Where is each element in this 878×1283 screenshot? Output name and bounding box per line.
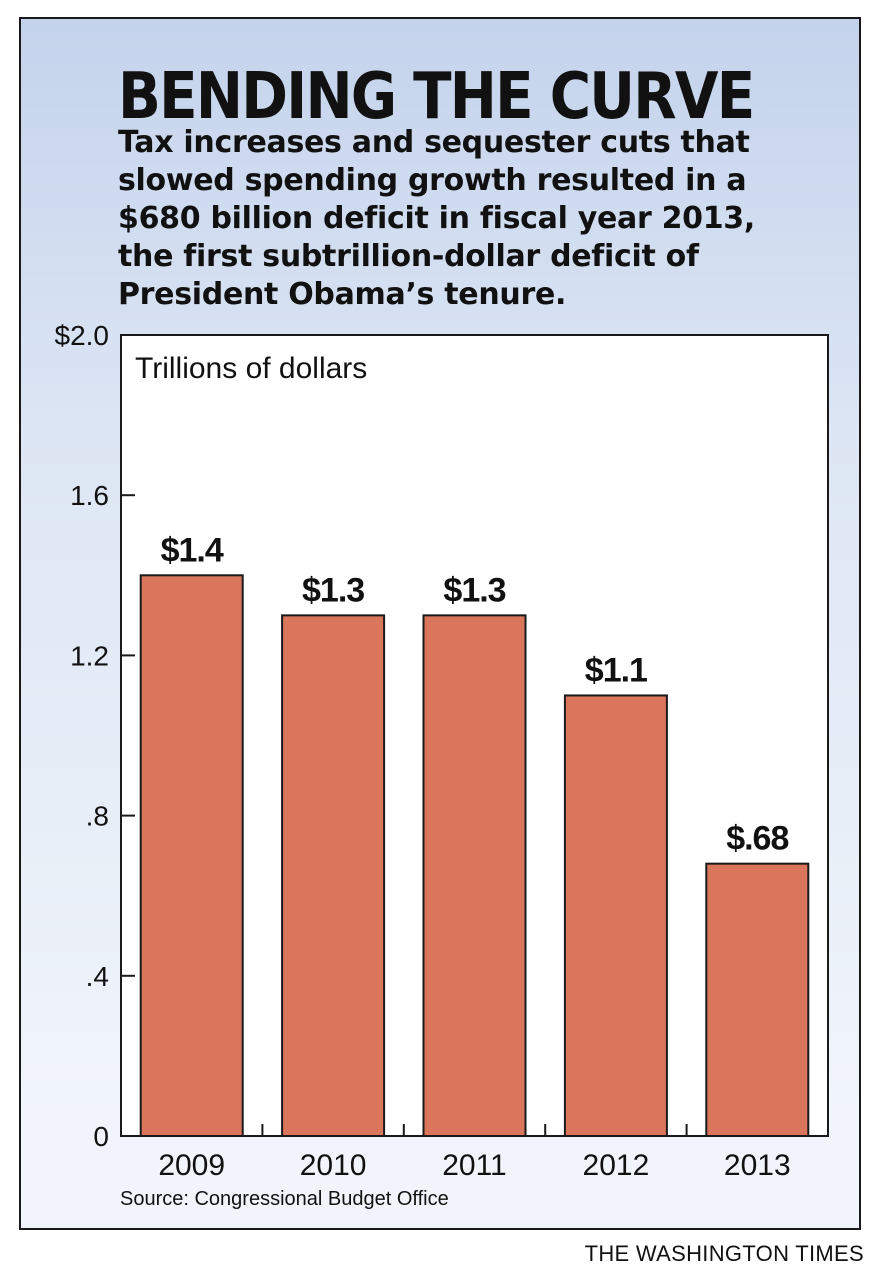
chart-title: BENDING THE CURVE — [118, 60, 755, 134]
bar-value-label: $1.4 — [161, 531, 224, 569]
unit-label: Trillions of dollars — [135, 352, 367, 385]
bar-value-label: $1.3 — [302, 571, 364, 609]
bar — [281, 614, 386, 1137]
bars — [139, 574, 810, 1137]
bar-value-label: $1.3 — [443, 571, 505, 609]
x-axis: 2009 2010 2011 2012 2013 — [158, 1124, 791, 1182]
subtitle-line: Tax increases and sequester cuts that — [118, 125, 750, 160]
y-tick-label: 1.2 — [70, 640, 109, 671]
bar-value-label: $1.1 — [585, 651, 647, 689]
subtitle-line: the first subtrillion-dollar deficit of — [118, 239, 699, 274]
y-tick-label: .8 — [86, 801, 109, 832]
source-note: Source: Congressional Budget Office — [120, 1188, 449, 1210]
x-tick-label: 2010 — [300, 1149, 367, 1182]
subtitle-line: $680 billion deficit in fiscal year 2013… — [118, 201, 755, 236]
bar — [422, 614, 527, 1137]
y-tick-label: 1.6 — [70, 480, 109, 511]
x-tick-label: 2011 — [442, 1149, 507, 1182]
publisher-credit: THE WASHINGTON TIMES — [584, 1241, 864, 1266]
bar — [705, 862, 810, 1137]
x-tick-label: 2012 — [583, 1149, 650, 1182]
y-tick-label: .4 — [86, 961, 109, 992]
bar — [139, 574, 244, 1137]
x-tick-label: 2009 — [158, 1149, 225, 1182]
y-tick-label: 0 — [93, 1121, 109, 1152]
chart-subtitle: Tax increases and sequester cuts that sl… — [118, 124, 858, 314]
y-axis: 0 .4 .8 1.2 1.6 $2.0 — [55, 320, 135, 1152]
subtitle-line: President Obama’s tenure. — [118, 277, 567, 312]
x-tick-label: 2013 — [724, 1149, 791, 1182]
subtitle-line: slowed spending growth resulted in a — [118, 163, 747, 198]
bar-labels: $1.4 $1.3 $1.3 $1.1 $.68 — [161, 531, 790, 858]
bar-value-label: $.68 — [726, 820, 788, 858]
bar — [563, 694, 668, 1137]
y-tick-label: $2.0 — [55, 320, 110, 351]
